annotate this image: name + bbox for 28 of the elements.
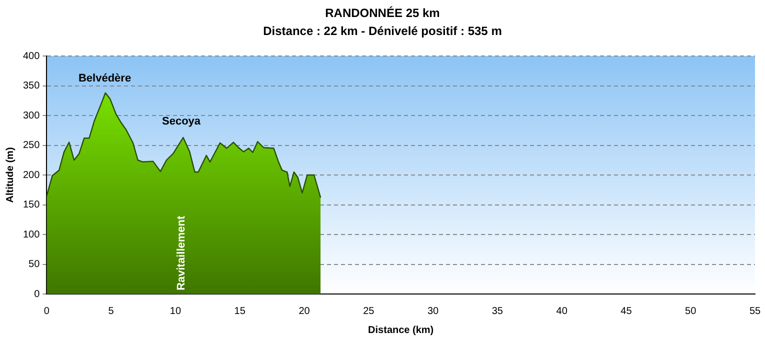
x-tick-label: 5 bbox=[108, 306, 114, 317]
annotation: Ravitaillement bbox=[175, 216, 188, 290]
x-tick-label: 15 bbox=[234, 306, 246, 317]
y-tick-label: 250 bbox=[22, 140, 40, 151]
x-tick-label: 10 bbox=[170, 306, 182, 317]
y-tick-label: 300 bbox=[22, 110, 40, 122]
annotation: Secoya bbox=[162, 115, 202, 128]
y-axis-title: Altitude (m) bbox=[4, 147, 16, 203]
x-axis-title: Distance (km) bbox=[368, 324, 434, 336]
annotation: Belvédère bbox=[78, 72, 132, 85]
y-tick-label: 150 bbox=[22, 200, 40, 210]
y-tick-label: 100 bbox=[22, 229, 40, 240]
x-tick-label: 55 bbox=[749, 306, 761, 317]
x-tick-label: 30 bbox=[427, 306, 440, 317]
y-tick-label: 50 bbox=[28, 259, 40, 270]
x-tick-label: 0 bbox=[44, 306, 50, 317]
x-tick-label: 45 bbox=[620, 306, 632, 317]
x-tick-label: 35 bbox=[492, 306, 504, 317]
y-tick-label: 0 bbox=[34, 288, 40, 300]
y-tick-label: 350 bbox=[22, 80, 40, 92]
chart-title: RANDONNÉE 25 km bbox=[324, 6, 441, 20]
chart-subtitle: Distance : 22 km - Dénivelé positif : 535 m bbox=[262, 24, 503, 38]
x-tick-label: 40 bbox=[556, 306, 568, 317]
x-tick-label: 50 bbox=[685, 306, 697, 317]
x-tick-label: 20 bbox=[298, 306, 310, 317]
y-tick-label: 200 bbox=[22, 170, 40, 181]
y-tick-label: 400 bbox=[22, 50, 40, 62]
x-tick-label: 25 bbox=[363, 306, 375, 317]
